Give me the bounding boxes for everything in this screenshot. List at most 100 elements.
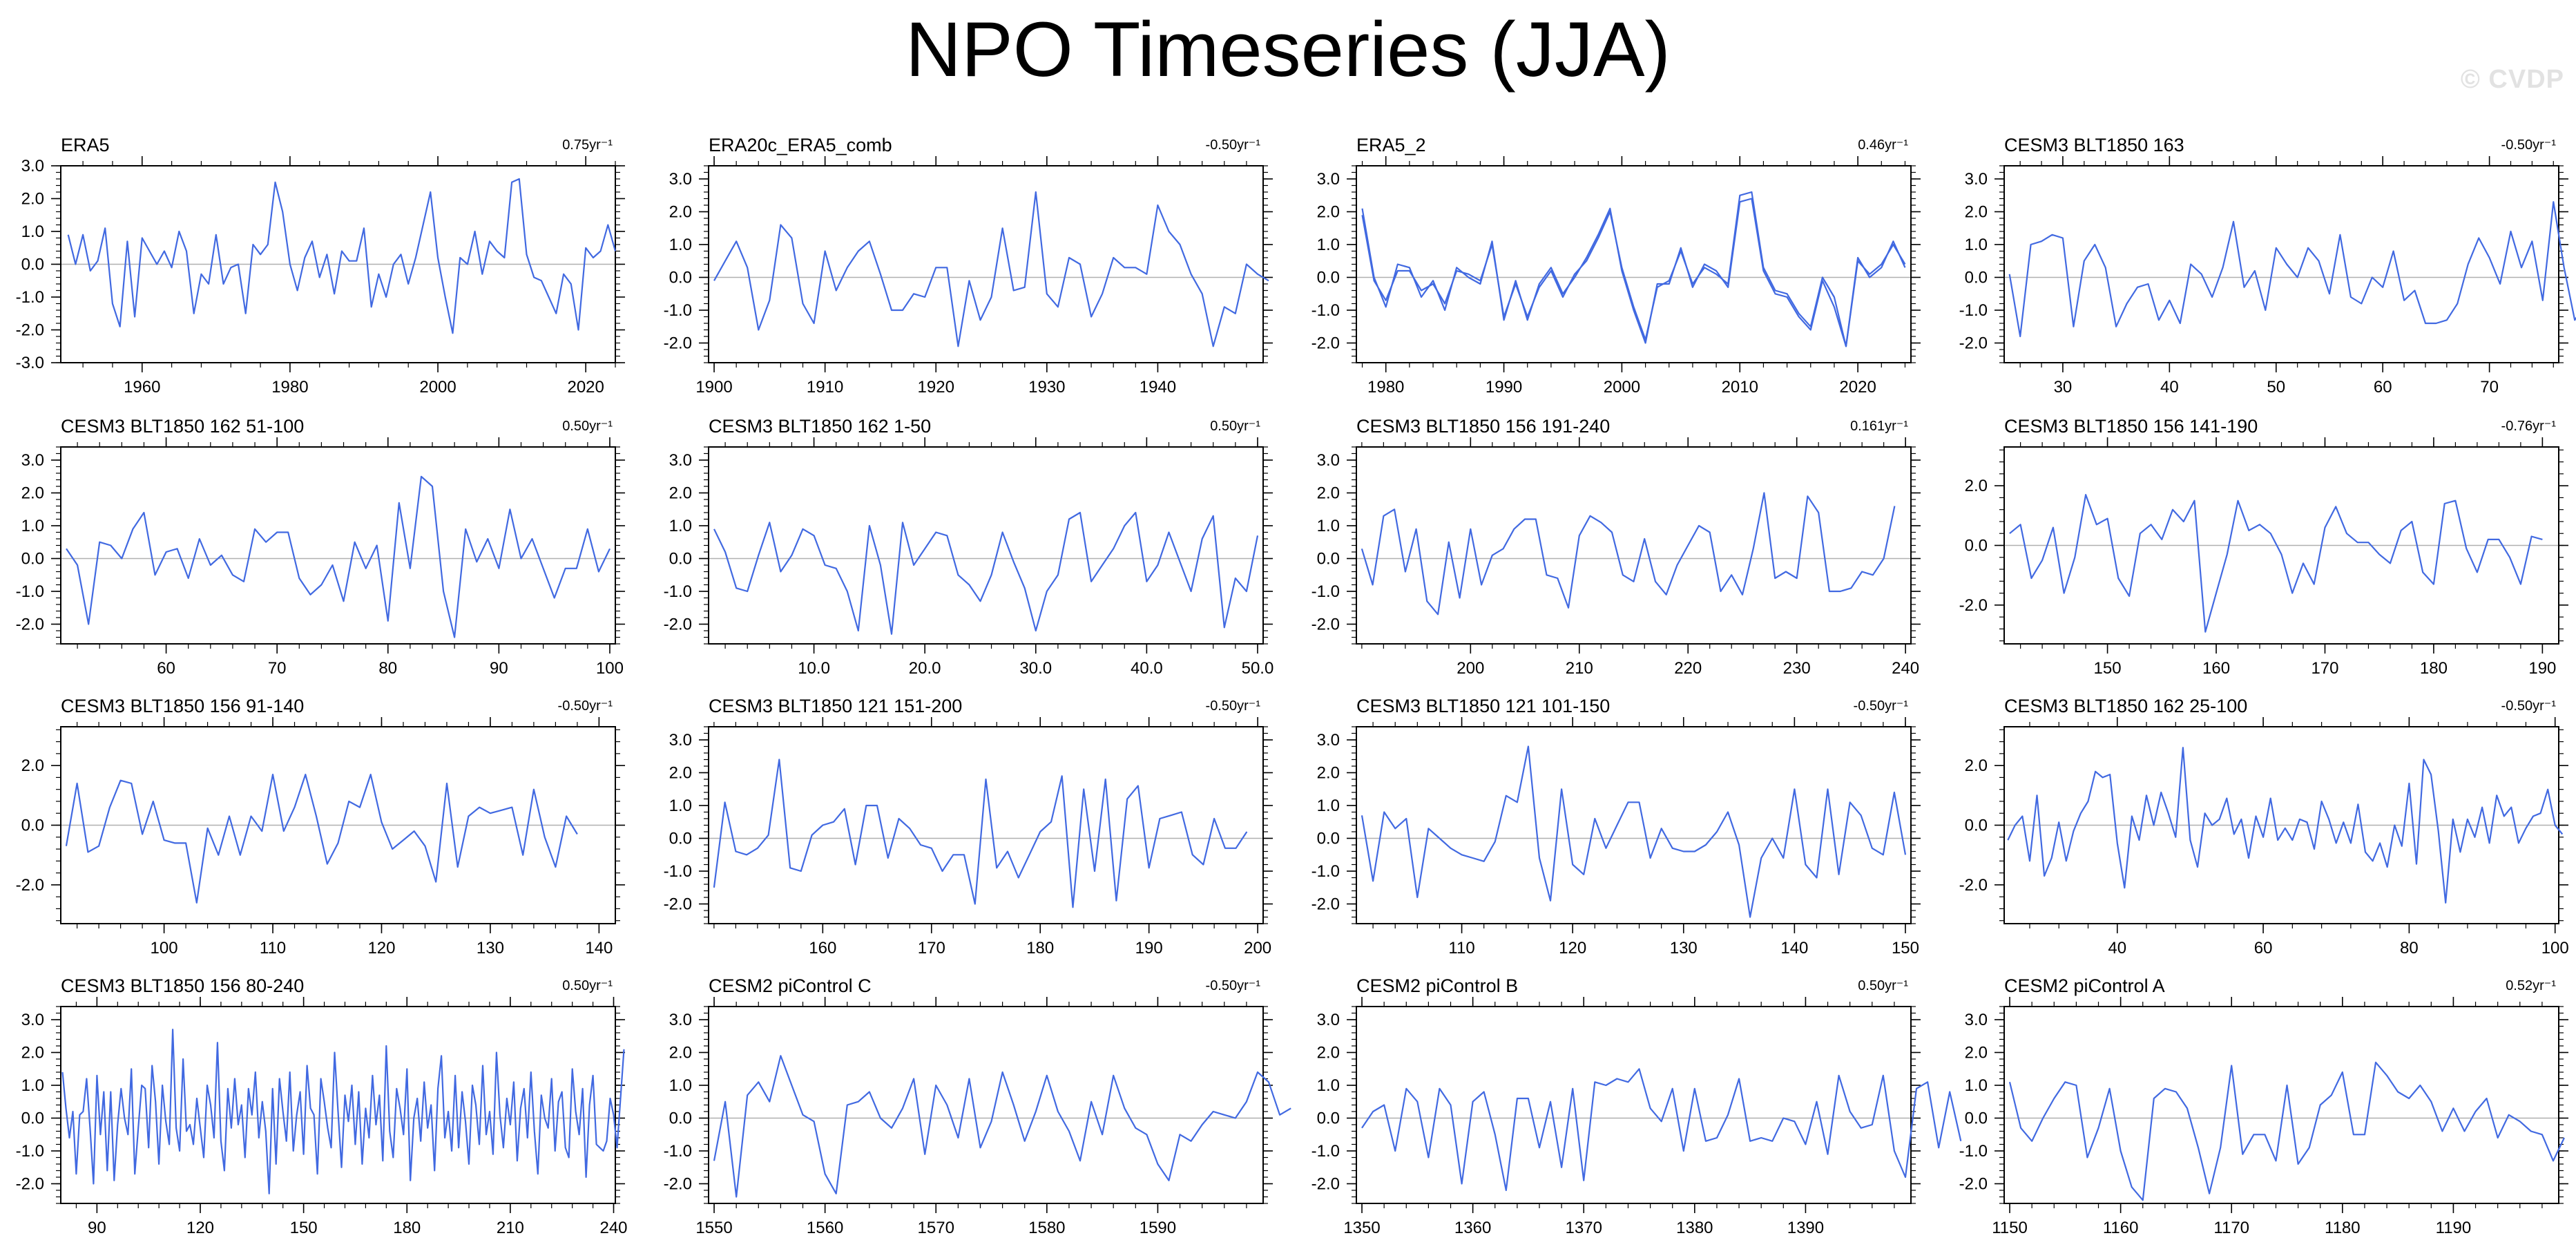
series-line <box>1361 1068 1962 1192</box>
x-tick-label: 80 <box>378 659 397 678</box>
panel-title: CESM3 BLT1850 156 91-140 <box>61 696 304 716</box>
panel-title: CESM3 BLT1850 156 141-190 <box>2004 416 2258 437</box>
plot-frame <box>60 446 616 645</box>
y-tick-label: -1.0 <box>664 1142 692 1161</box>
x-tick-label: 160 <box>2202 659 2230 678</box>
panel-title: CESM3 BLT1850 162 25-100 <box>2004 696 2247 716</box>
y-tick-label: -1.0 <box>1959 301 1988 320</box>
panel-title: CESM3 BLT1850 121 151-200 <box>709 696 962 716</box>
panel-title: CESM2 piControl C <box>709 975 872 996</box>
plot-frame <box>708 726 1264 924</box>
y-tick-label: 0.0 <box>21 550 44 569</box>
chart-panel: CESM3 BLT1850 121 151-200 -0.50yr⁻¹ 160 170… <box>664 696 1273 957</box>
x-tick-label: 240 <box>1892 659 1919 678</box>
y-tick-label: 1.0 <box>1965 1076 1988 1095</box>
y-tick-label: -2.0 <box>664 1175 692 1194</box>
x-tick-label: 1350 <box>1343 1219 1380 1237</box>
trend-label: 0.161yr⁻¹ <box>1850 419 1908 434</box>
chart-panel: CESM3 BLT1850 162 51-100 0.50yr⁻¹ 60 70 80 90… <box>16 416 625 678</box>
x-tick-label: 180 <box>393 1219 421 1237</box>
trend-label: -0.50yr⁻¹ <box>1854 698 1909 714</box>
x-tick-label: 30 <box>2054 378 2073 397</box>
x-tick-label: 180 <box>2420 659 2448 678</box>
y-tick-label: 2.0 <box>1965 756 1988 775</box>
plot-frame <box>1356 726 1912 924</box>
y-tick-label: 0.0 <box>1965 269 1988 287</box>
x-tick-label: 70 <box>2480 378 2499 397</box>
y-tick-label: 2.0 <box>1317 764 1340 783</box>
x-tick-label: 1160 <box>2103 1219 2139 1237</box>
y-tick-label: 0.0 <box>1965 817 1988 835</box>
y-tick-label: 0.0 <box>1317 269 1340 287</box>
x-tick-label: 60 <box>2374 378 2392 397</box>
x-tick-label: 1170 <box>2213 1219 2249 1237</box>
y-tick-label: -1.0 <box>1311 301 1340 320</box>
trend-label: -0.50yr⁻¹ <box>2501 698 2557 714</box>
trend-label: 0.52yr⁻¹ <box>2506 978 2556 993</box>
panel-title: CESM2 piControl A <box>2004 975 2165 996</box>
series-line <box>65 773 578 904</box>
y-tick-label: -2.0 <box>1311 1175 1340 1194</box>
x-tick-label: 150 <box>2094 659 2122 678</box>
x-tick-label: 90 <box>88 1219 106 1237</box>
x-tick-label: 200 <box>1244 939 1271 957</box>
x-tick-label: 100 <box>596 659 624 678</box>
trend-label: 0.46yr⁻¹ <box>1858 137 1908 153</box>
y-tick-label: 2.0 <box>21 756 44 775</box>
x-tick-label: 100 <box>151 939 178 957</box>
y-tick-label: 1.0 <box>1317 517 1340 535</box>
chart-panel: CESM3 BLT1850 121 101-150 -0.50yr⁻¹ 110 120… <box>1311 696 1921 957</box>
x-tick-label: 60 <box>157 659 175 678</box>
y-tick-label: 2.0 <box>21 484 44 503</box>
x-tick-label: 1570 <box>918 1219 954 1237</box>
x-tick-label: 1980 <box>1367 378 1404 397</box>
y-tick-label: -1.0 <box>664 301 692 320</box>
watermark: © CVDP <box>2460 65 2564 94</box>
series-line <box>2007 747 2564 904</box>
x-tick-label: 2020 <box>567 378 604 397</box>
x-tick-label: 130 <box>477 939 504 957</box>
y-tick-label: 1.0 <box>1317 1076 1340 1095</box>
y-tick-label: 3.0 <box>669 731 692 750</box>
trend-label: -0.50yr⁻¹ <box>1206 698 1261 714</box>
series-line <box>61 1029 625 1194</box>
y-tick-label: 2.0 <box>21 190 44 209</box>
plot-frame <box>708 165 1264 363</box>
x-tick-label: 1990 <box>1486 378 1522 397</box>
y-tick-label: 0.0 <box>1317 550 1340 569</box>
trend-label: -0.50yr⁻¹ <box>2501 137 2557 153</box>
chart-panel: CESM2 piControl A 0.52yr⁻¹ 1150 1160 1170 118… <box>1959 975 2568 1237</box>
y-tick-label: 1.0 <box>21 222 44 241</box>
y-tick-label: 2.0 <box>669 764 692 783</box>
x-tick-label: 110 <box>1448 939 1474 957</box>
panel-title: ERA20c_ERA5_comb <box>709 135 892 155</box>
y-tick-label: 0.0 <box>669 830 692 848</box>
y-tick-label: 1.0 <box>21 517 44 535</box>
trend-label: 0.50yr⁻¹ <box>1858 978 1908 993</box>
x-tick-label: 50 <box>2267 378 2285 397</box>
y-tick-label: -2.0 <box>1959 596 1988 615</box>
x-tick-label: 1390 <box>1787 1219 1824 1237</box>
x-tick-label: 1180 <box>2325 1219 2361 1237</box>
x-tick-label: 2000 <box>419 378 456 397</box>
x-tick-label: 70 <box>268 659 287 678</box>
plot-frame <box>708 1006 1264 1204</box>
series-line <box>2008 1061 2565 1201</box>
x-tick-label: 150 <box>1892 939 1919 957</box>
y-tick-label: 1.0 <box>669 236 692 254</box>
x-tick-label: 120 <box>367 939 395 957</box>
y-tick-label: 1.0 <box>669 1076 692 1095</box>
x-tick-label: 1380 <box>1676 1219 1713 1237</box>
y-tick-label: -1.0 <box>16 1142 44 1161</box>
trend-label: 0.50yr⁻¹ <box>1210 419 1260 434</box>
x-tick-label: 1910 <box>807 378 843 397</box>
x-tick-label: 2020 <box>1839 378 1876 397</box>
x-tick-label: 1370 <box>1566 1219 1602 1237</box>
x-tick-label: 120 <box>186 1219 214 1237</box>
y-tick-label: 2.0 <box>669 484 692 503</box>
chart-panel: CESM3 BLT1850 156 191-240 0.161yr⁻¹ 200 210… <box>1311 416 1921 678</box>
chart-panel: ERA5 0.75yr⁻¹ 1960 1980 2000 2020 -3.0 -2.0 -1.0… <box>16 135 625 397</box>
y-tick-label: 2.0 <box>669 203 692 222</box>
trend-label: 0.75yr⁻¹ <box>562 137 613 153</box>
chart-panel: CESM2 piControl C -0.50yr⁻¹ 1550 1560 1570 15… <box>664 975 1291 1237</box>
